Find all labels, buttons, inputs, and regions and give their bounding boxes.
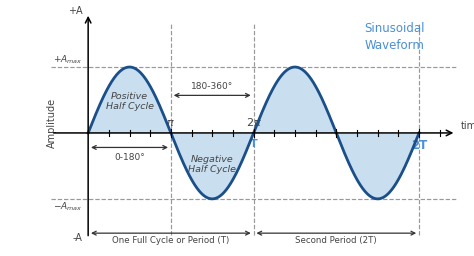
Text: $+A_{max}$: $+A_{max}$	[53, 53, 82, 66]
Text: $\pi$: $\pi$	[166, 118, 175, 128]
Text: Positive
Half Cycle: Positive Half Cycle	[106, 92, 154, 111]
Text: Negative
Half Cycle: Negative Half Cycle	[188, 155, 236, 174]
Text: 180-360°: 180-360°	[191, 82, 233, 91]
Text: One Full Cycle or Period (T): One Full Cycle or Period (T)	[112, 236, 229, 245]
Text: T: T	[250, 139, 257, 149]
Text: -A: -A	[73, 233, 82, 243]
Text: 2T: 2T	[411, 139, 427, 152]
Text: Sinusoidal
Waveform: Sinusoidal Waveform	[364, 22, 424, 52]
Text: Amplitude: Amplitude	[47, 98, 57, 148]
Text: 0-180°: 0-180°	[114, 153, 145, 162]
Text: time: time	[460, 121, 474, 131]
Text: Second Period (2T): Second Period (2T)	[295, 236, 377, 245]
Text: $2\pi$: $2\pi$	[246, 116, 262, 128]
Text: $-A_{max}$: $-A_{max}$	[53, 200, 82, 213]
Text: +A: +A	[68, 6, 82, 16]
